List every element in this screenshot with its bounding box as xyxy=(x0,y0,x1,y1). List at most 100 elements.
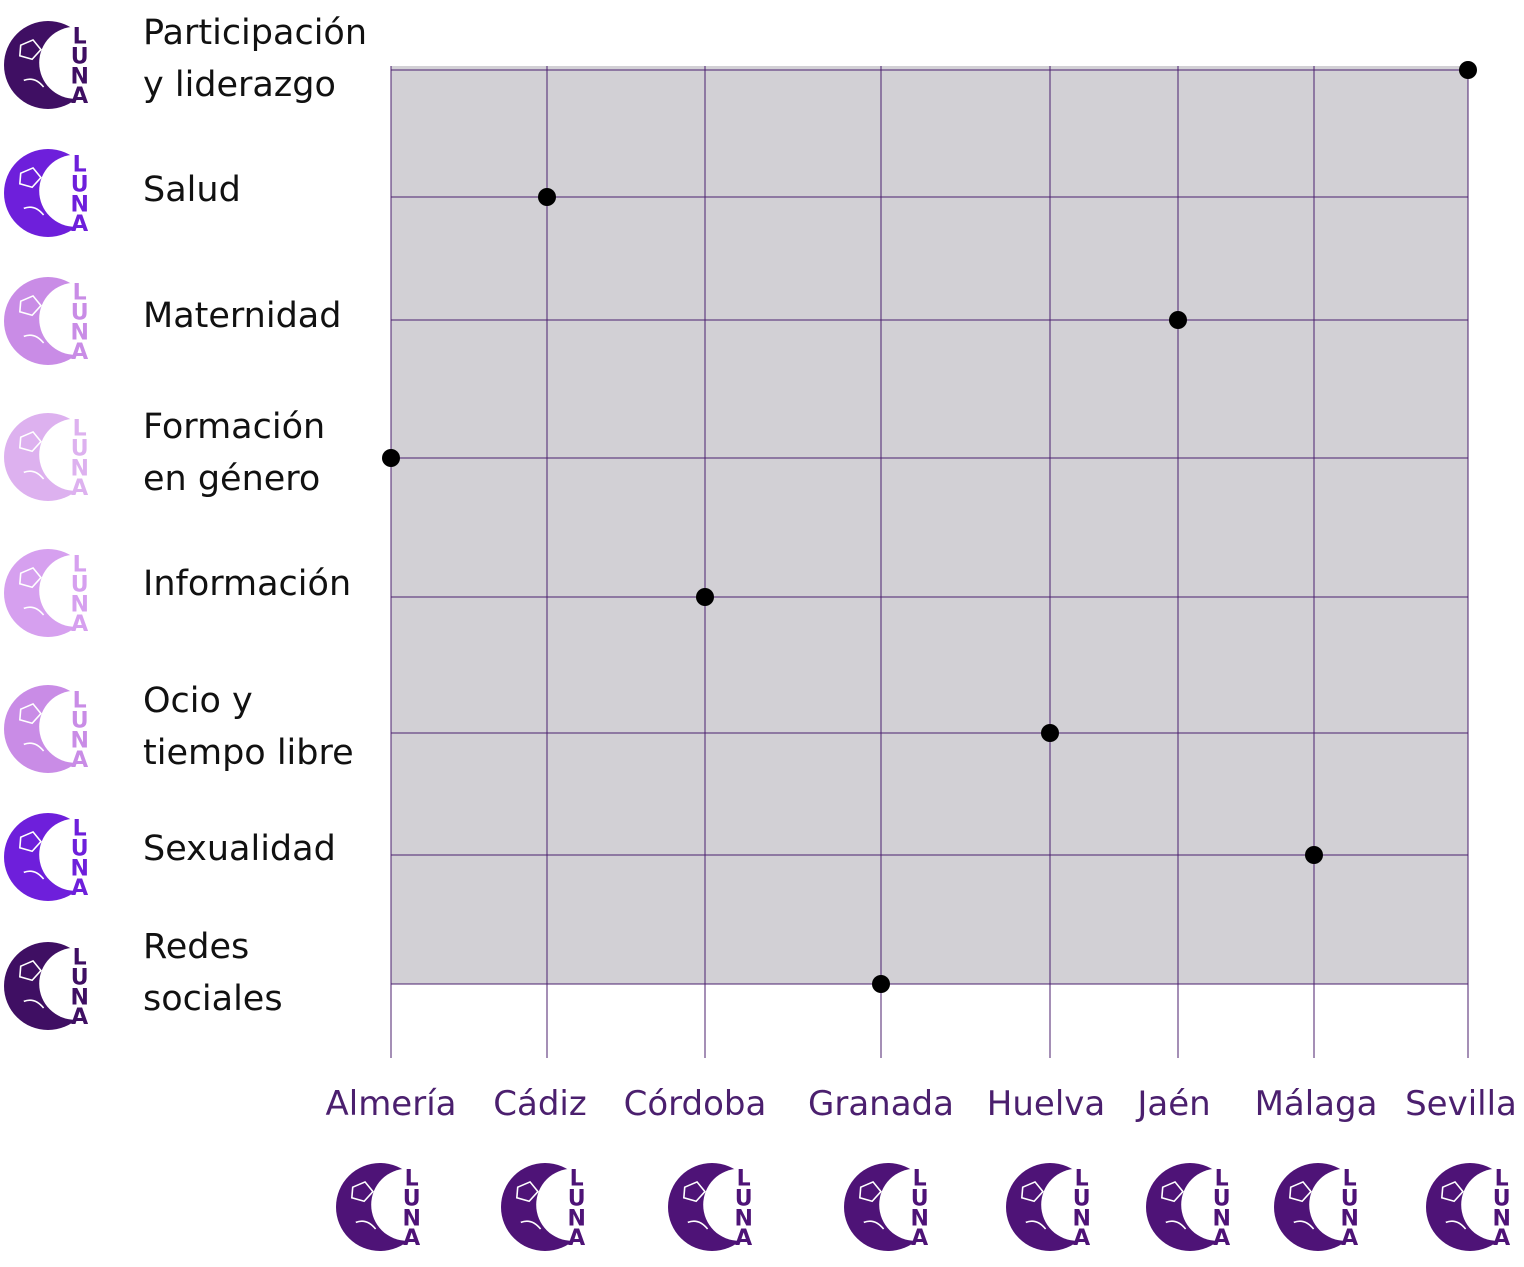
logo-letter: A xyxy=(911,1226,928,1251)
data-point xyxy=(1041,724,1059,742)
logo-letter: L xyxy=(405,1167,419,1192)
logo-letter: A xyxy=(568,1226,585,1251)
logo-letter: U xyxy=(71,966,89,991)
logo-letter: A xyxy=(71,84,88,109)
data-point xyxy=(1169,311,1187,329)
logo-letter: N xyxy=(734,1206,752,1231)
logo-letter: L xyxy=(73,553,87,578)
logo-letter: L xyxy=(737,1167,751,1192)
row-label: Maternidad xyxy=(143,296,341,336)
logo-letter: N xyxy=(70,856,88,881)
logo-letter: N xyxy=(910,1206,928,1231)
logo-letter: U xyxy=(735,1187,753,1212)
row-label: Participación y liderazgo xyxy=(143,13,367,105)
column-label: Cádiz xyxy=(493,1084,586,1124)
logo-letter: U xyxy=(1341,1187,1359,1212)
data-point xyxy=(382,449,400,467)
logo-letter: N xyxy=(567,1206,585,1231)
plot-area xyxy=(391,66,1468,984)
logo-letter: L xyxy=(73,25,87,50)
logo-letter: N xyxy=(1492,1206,1510,1231)
logo-letter: U xyxy=(71,437,89,462)
column-label: Granada xyxy=(808,1084,954,1124)
logo-letter: L xyxy=(73,153,87,178)
row-label-line: tiempo libre xyxy=(143,733,354,773)
data-point xyxy=(1459,61,1477,79)
logo-letter: U xyxy=(71,173,89,198)
logo-letter: L xyxy=(1343,1167,1357,1192)
row-label-line: Ocio y xyxy=(143,681,253,721)
logo-letter: U xyxy=(1213,1187,1231,1212)
logo-letter: L xyxy=(1215,1167,1229,1192)
row-label-line: Maternidad xyxy=(143,296,341,336)
row-label: Sexualidad xyxy=(143,829,336,869)
logo-letter: A xyxy=(1073,1226,1090,1251)
row-label-line: Sexualidad xyxy=(143,829,336,869)
row-label: Salud xyxy=(143,170,241,210)
logo-letter: A xyxy=(403,1226,420,1251)
logo-letter: U xyxy=(71,709,89,734)
data-point xyxy=(872,975,890,993)
logo-letter: U xyxy=(1073,1187,1091,1212)
logo-letter: U xyxy=(71,45,89,70)
logo-letter: A xyxy=(1493,1226,1510,1251)
row-label: Redes sociales xyxy=(143,927,283,1019)
column-label: Huelva xyxy=(987,1084,1105,1124)
logo-letter: A xyxy=(71,612,88,637)
logo-letter: A xyxy=(1213,1226,1230,1251)
row-label-line: Información xyxy=(143,564,351,604)
logo-letter: A xyxy=(71,748,88,773)
logo-letter: U xyxy=(71,573,89,598)
logo-letter: N xyxy=(70,320,88,345)
column-labels: Almería Cádiz Córdoba Granada Huelva Jaén Mála… xyxy=(325,1084,1516,1124)
logo-letter: N xyxy=(70,192,88,217)
logo-letter: U xyxy=(71,837,89,862)
data-point xyxy=(538,188,556,206)
logo-letter: A xyxy=(71,876,88,901)
column-label: Málaga xyxy=(1255,1084,1378,1124)
row-label-line: Redes xyxy=(143,927,249,967)
logo-letter: N xyxy=(70,456,88,481)
data-point xyxy=(1305,846,1323,864)
column-label: Jaén xyxy=(1135,1084,1210,1124)
row-label-line: en género xyxy=(143,459,320,499)
data-point xyxy=(696,588,714,606)
logo-letter: A xyxy=(71,340,88,365)
logo-letter: L xyxy=(73,689,87,714)
logo-letter: N xyxy=(70,985,88,1010)
logo-letter: A xyxy=(71,1005,88,1030)
logo-letter: L xyxy=(73,946,87,971)
logo-letter: U xyxy=(403,1187,421,1212)
logo-letter: L xyxy=(73,417,87,442)
logo-letter: U xyxy=(911,1187,929,1212)
logo-letter: U xyxy=(71,301,89,326)
logo-letter: L xyxy=(1075,1167,1089,1192)
row-label: Información xyxy=(143,564,351,604)
logo-letter: A xyxy=(735,1226,752,1251)
logo-letter: A xyxy=(71,212,88,237)
logo-letter: N xyxy=(70,64,88,89)
logo-letter: L xyxy=(570,1167,584,1192)
row-label-line: Participación xyxy=(143,13,367,53)
logo-letter: A xyxy=(1341,1226,1358,1251)
logo-letter: N xyxy=(1340,1206,1358,1231)
grid-lines xyxy=(390,66,1469,1058)
row-label-line: sociales xyxy=(143,979,283,1019)
logo-letter: N xyxy=(70,728,88,753)
